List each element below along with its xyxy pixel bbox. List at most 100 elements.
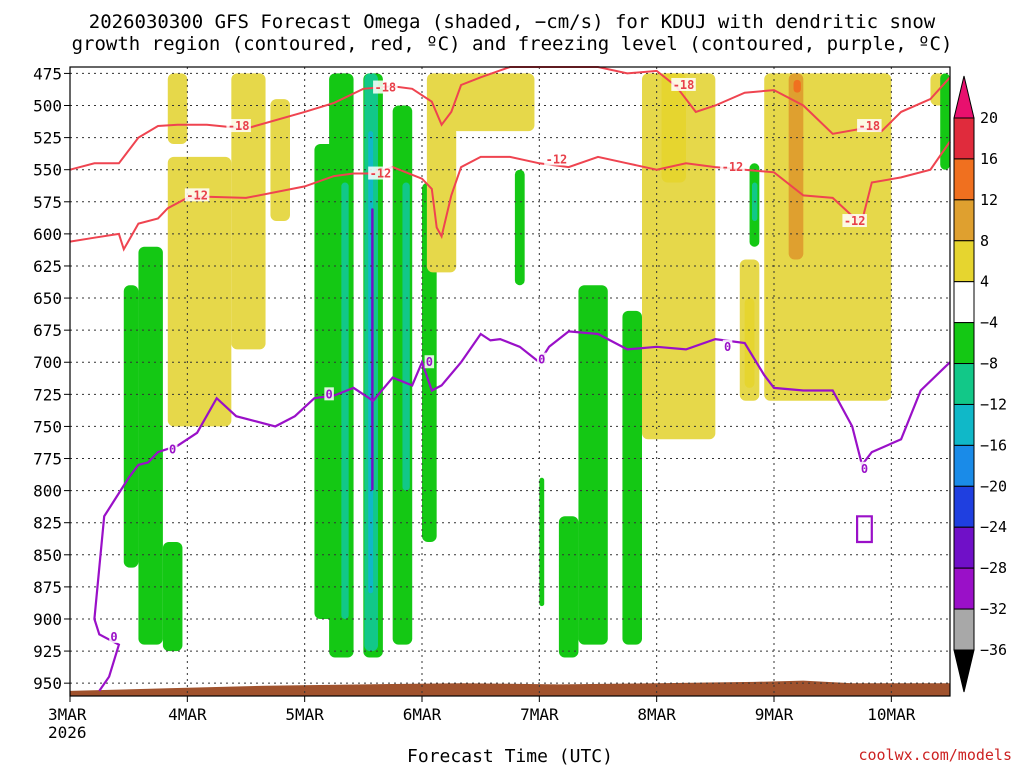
colorbar-segment [953,281,975,324]
contour-label: 0 [325,387,332,401]
colorbar-segment [953,240,975,283]
colorbar-segment [953,567,975,610]
colorbar: 20 16 12 8 4 −4 −8 −12 −16 −20 −24 −28 −32 −36 [953,75,1007,693]
colorbar-segment [953,608,975,651]
terrain [70,680,950,696]
colorbar-label: −24 [980,518,1007,536]
contour-label-bg [544,152,569,166]
contour-label: 0 [426,355,433,369]
colorbar-segment [953,158,975,201]
y-tick-label: 650 [33,289,62,308]
contour-label-bg [368,166,393,180]
contour-label-bg [324,387,334,401]
y-tick-label: 850 [33,546,62,565]
omega-region [578,285,608,645]
y-tick-label: 575 [33,193,62,212]
colorbar-label: −4 [980,314,998,332]
colorbar-label: 20 [980,109,998,127]
colorbar-segment [953,485,975,528]
x-tick-label: 7MAR [520,705,559,724]
x-tick-label: 4MAR [168,705,207,724]
contour-label: -12 [546,152,568,166]
colorbar-label: −32 [980,600,1007,618]
credit-text: coolwx.com/models [858,746,1012,764]
y-tick-label: 950 [33,674,62,693]
colorbar-bottom-arrow [953,649,975,693]
y-axis: 475 500 525 550 575 600 625 650 675 700 725 750 775 8… [33,64,70,693]
y-tick-label: 775 [33,450,62,469]
colorbar-label: 4 [980,273,989,291]
y-tick-label: 500 [33,97,62,116]
contour-label: -18 [858,119,880,133]
y-tick-label: 750 [33,417,62,436]
x-tick-label: 9MAR [755,705,794,724]
contour-label-bg [722,339,733,353]
y-tick-label: 675 [33,321,62,340]
contour-label-bg [537,352,547,366]
contour-label: -12 [370,167,392,181]
contour-label-bg [424,355,435,369]
colorbar-label: 16 [980,150,998,168]
contour-label-bg [167,442,178,456]
omega-region [371,208,374,491]
colorbar-label: 8 [980,232,989,250]
colorbar-label: 12 [980,191,998,209]
y-tick-label: 475 [33,64,62,83]
y-tick-label: 900 [33,610,62,629]
colorbar-label: −36 [980,641,1007,659]
colorbar-label: −16 [980,436,1007,454]
y-tick-label: 800 [33,482,62,501]
omega-region [788,73,804,260]
contour-minus18 [69,66,951,171]
contour-label: 0 [169,443,176,457]
contours [69,66,951,692]
x-tick-label: 3MAR [48,705,87,724]
contour-label: -18 [228,119,250,133]
omega-region [341,182,349,619]
x-tick-label: 6MAR [403,705,442,724]
contour-label: -18 [673,78,695,92]
contour-label: 0 [538,353,545,367]
omega-region [744,298,755,388]
contour-label: 0 [110,630,117,644]
contour-label: 0 [724,340,731,354]
omega-region [451,73,535,132]
colorbar-segment [953,363,975,405]
omega-region [231,73,266,350]
colorbar-segment [953,403,975,446]
contour-label-bg [226,119,251,133]
omega-region [622,310,642,645]
y-tick-label: 700 [33,353,62,372]
chart-title-line-2: growth region (contoured, red, ºC) and f… [72,33,953,55]
contour-label-bg [109,629,119,643]
x-tick-label: 5MAR [285,705,324,724]
colorbar-segment [953,199,975,242]
contour-label: -18 [374,81,396,95]
colorbar-label: −28 [980,559,1007,577]
y-tick-label: 600 [33,225,62,244]
colorbar-top-arrow [953,75,975,119]
y-tick-label: 825 [33,514,62,533]
contour-label-bg [842,214,867,228]
freezing-level-contour [93,330,951,692]
contour-label-bg [671,77,696,91]
omega-region [167,73,188,145]
omega-region [138,246,163,645]
colorbar-label: −12 [980,395,1007,413]
omega-region [514,169,525,286]
x-tick-label: 8MAR [637,705,676,724]
plot-frame [69,66,951,697]
contour-label: -12 [186,188,208,202]
x-tick-label: 10MAR [867,705,916,724]
contour-labels: -18 -18 -12 -12 -18 -12 -12 -18 -12 0 0 0 0 0 0 0 [109,77,882,644]
x-tick-sublabel: 2026 [48,723,87,742]
y-tick-label: 550 [33,161,62,180]
colorbar-label: −8 [980,355,998,373]
omega-region [793,79,801,93]
omega-region [539,477,545,607]
freezing-level-loop [856,515,873,544]
contour-label-bg [857,119,882,133]
colorbar-segment [953,444,975,487]
